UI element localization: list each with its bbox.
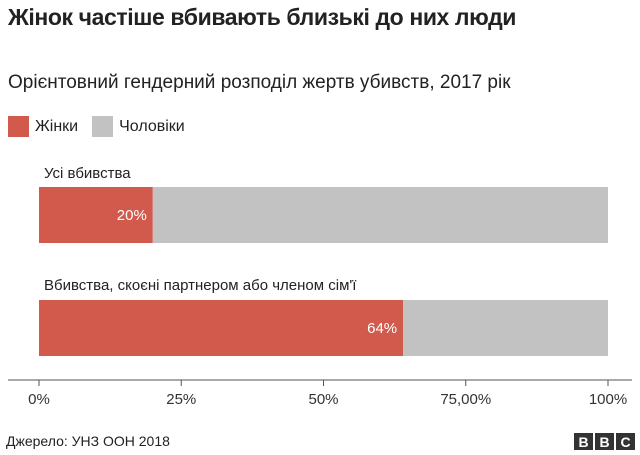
bbc-logo: B B C [572,433,635,450]
bar-segment-men [152,187,609,243]
x-tick-label: 0% [28,391,50,408]
chart-subtitle: Орієнтовний гендерний розподіл жертв уби… [8,72,511,93]
chart-title: Жінок частіше вбивають близькі до них лю… [8,4,517,30]
bar-segment-men [403,300,608,356]
logo-letter: B [595,433,614,450]
bar-segment-women [39,300,404,356]
logo-letter: B [574,433,593,450]
category-label: Усі вбивства [44,165,131,182]
data-label: 64% [367,320,397,337]
legend-label-women: Жінки [35,117,79,135]
legend-swatch-women [8,116,29,137]
logo-letter: C [616,433,635,450]
x-tick-label: 100% [589,391,627,408]
category-label: Вбивства, скоєні партнером або членом сі… [44,277,357,294]
x-tick-label: 75,00% [440,391,491,408]
stacked-bar-chart: Усі вбивства 20% Вбивства, скоєні партнеро… [8,165,632,408]
legend-item-men: Чоловіки [92,116,185,137]
source-note: Джерело: УНЗ ООН 2018 [6,433,170,449]
x-tick-label: 25% [166,391,196,408]
legend-label-men: Чоловіки [119,117,185,135]
bar-segment-women [39,187,153,243]
x-tick-label: 50% [308,391,338,408]
data-label: 20% [117,207,147,224]
legend-item-women: Жінки [8,116,78,137]
legend: Жінки Чоловіки [8,116,199,137]
legend-swatch-men [92,116,114,137]
